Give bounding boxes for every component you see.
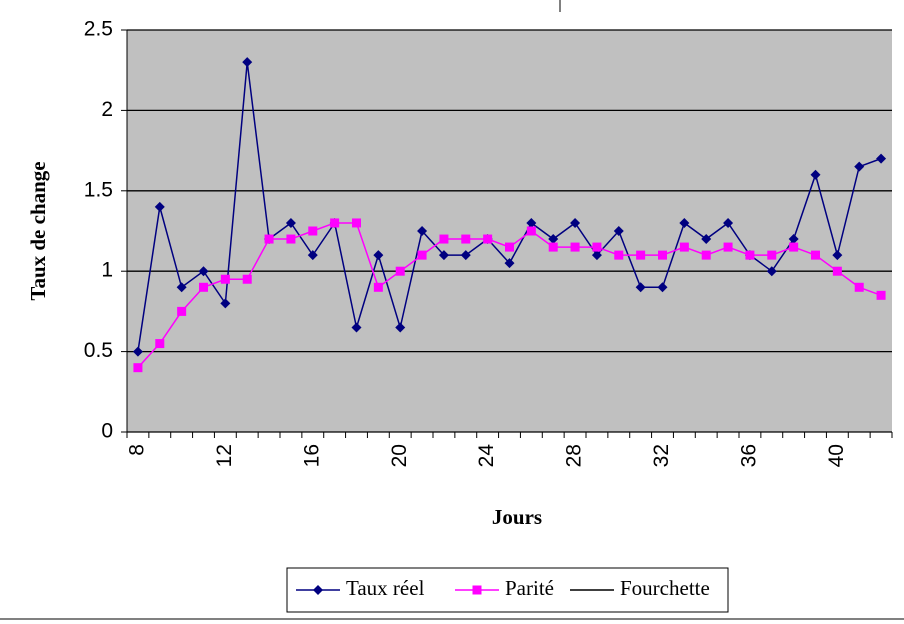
- y-tick-label: 0: [101, 420, 113, 443]
- data-point: [439, 234, 449, 244]
- data-point: [133, 363, 143, 373]
- y-tick-label: 1.5: [84, 178, 113, 201]
- data-point: [745, 250, 755, 260]
- data-point: [308, 226, 318, 236]
- data-point: [373, 250, 384, 261]
- data-point: [811, 250, 820, 260]
- data-point: [723, 217, 734, 228]
- data-point: [658, 250, 667, 260]
- legend-marker: [472, 585, 482, 595]
- data-point: [220, 298, 231, 309]
- data-point: [461, 234, 471, 244]
- data-point: [876, 153, 887, 164]
- data-point: [286, 234, 296, 244]
- data-point: [373, 282, 383, 292]
- y-tick-label: 0.5: [84, 339, 113, 362]
- data-point: [154, 201, 165, 212]
- data-point: [679, 242, 689, 252]
- y-tick-label: 1: [101, 259, 113, 282]
- data-point: [176, 282, 187, 293]
- data-point: [526, 226, 536, 236]
- x-tick-label: 32: [650, 444, 673, 467]
- data-point: [701, 250, 711, 260]
- x-tick-label: 28: [563, 444, 586, 467]
- data-point: [220, 274, 230, 284]
- data-point: [307, 250, 318, 261]
- x-tick-label: 16: [300, 444, 323, 467]
- data-point: [810, 169, 821, 180]
- data-point: [679, 217, 690, 228]
- data-point: [766, 266, 777, 277]
- data-point: [438, 250, 449, 261]
- data-point: [483, 234, 493, 244]
- data-point: [242, 57, 253, 68]
- data-point: [788, 234, 799, 245]
- data-point: [548, 242, 558, 252]
- x-tick-label: 24: [475, 444, 498, 468]
- data-point: [330, 218, 340, 228]
- data-point: [592, 242, 602, 252]
- data-point: [460, 250, 471, 261]
- data-point: [854, 282, 864, 292]
- data-point: [657, 282, 668, 293]
- data-point: [526, 217, 537, 228]
- data-point: [876, 290, 886, 300]
- data-point: [854, 161, 865, 172]
- legend-marker: [313, 585, 323, 595]
- legend-label: Fourchette: [620, 576, 710, 600]
- data-point: [395, 322, 406, 333]
- data-point: [505, 242, 514, 252]
- x-tick-label: 20: [388, 444, 411, 467]
- data-point: [264, 234, 274, 244]
- data-point: [548, 234, 559, 245]
- data-point: [417, 250, 427, 260]
- y-tick-label: 2: [101, 98, 113, 121]
- data-point: [417, 226, 428, 236]
- data-point: [132, 346, 143, 357]
- data-point: [155, 339, 165, 349]
- data-point: [352, 218, 361, 228]
- data-point: [767, 250, 777, 260]
- data-point: [832, 250, 843, 261]
- data-point: [723, 242, 733, 252]
- data-point: [570, 217, 581, 228]
- data-point: [591, 250, 602, 261]
- y-axis-title: Taux de change: [26, 161, 50, 300]
- data-point: [285, 217, 296, 228]
- legend: [286, 567, 729, 613]
- legend-label: Taux réel: [346, 576, 425, 600]
- legend-label: Parité: [505, 576, 554, 600]
- data-point: [570, 242, 580, 252]
- x-tick-label: 40: [825, 444, 848, 467]
- x-tick-label: 36: [737, 444, 760, 467]
- data-point: [504, 258, 515, 269]
- data-point: [636, 250, 646, 260]
- x-tick-label: 12: [213, 444, 236, 467]
- data-point: [395, 266, 405, 276]
- data-point: [832, 266, 842, 276]
- data-point: [701, 234, 712, 245]
- data-point: [198, 266, 209, 277]
- data-point: [242, 274, 252, 284]
- data-point: [199, 282, 208, 292]
- data-point: [613, 226, 624, 236]
- data-point: [177, 306, 187, 316]
- y-tick-label: 2.5: [84, 18, 113, 41]
- data-point: [351, 322, 362, 333]
- plot-area: [127, 30, 892, 432]
- data-point: [635, 282, 646, 293]
- x-tick-label: 8: [125, 444, 148, 456]
- x-axis-title: Jours: [492, 505, 542, 529]
- data-point: [614, 250, 624, 260]
- data-point: [789, 242, 799, 252]
